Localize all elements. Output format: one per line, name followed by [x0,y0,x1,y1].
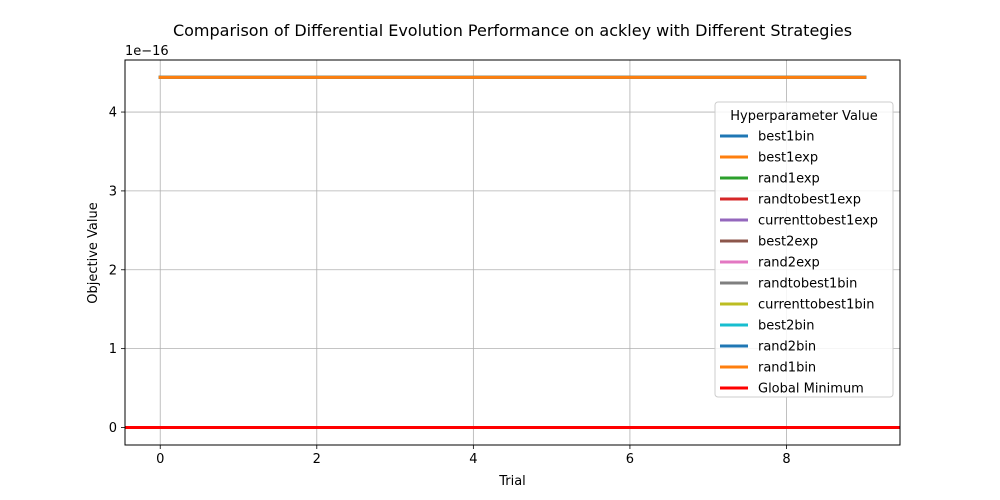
y-tick-label: 0 [109,421,117,436]
legend-label: currenttobest1exp [758,214,878,229]
legend-label: best1exp [758,151,818,166]
y-tick-label: 3 [109,184,117,199]
chart-title: Comparison of Differential Evolution Per… [173,21,852,40]
legend-label: best2bin [758,319,815,334]
legend-box [714,101,894,398]
legend-label: randtobest1exp [758,193,861,208]
x-tick-label: 6 [626,452,634,467]
legend-title: Hyperparameter Value [730,109,878,124]
y-offset-label: 1e−16 [125,44,169,59]
legend-label: currenttobest1bin [758,298,874,313]
x-axis-label: Trial [498,474,526,489]
legend-label: randtobest1bin [758,277,857,292]
legend: Hyperparameter Value best1bin best1exp rand… [714,101,894,398]
legend-label: Global Minimum [758,382,864,397]
legend-label: rand1exp [758,172,820,187]
x-tick-label: 4 [469,452,477,467]
x-tick-label: 8 [782,452,790,467]
x-tick-label: 0 [156,452,164,467]
x-tick-label: 2 [313,452,321,467]
legend-label: rand1bin [758,361,816,376]
legend-label: rand2exp [758,256,820,271]
y-tick-label: 2 [109,263,117,278]
axis-ticks: 0 2 4 6 8 0 1 2 3 4 [109,106,791,467]
legend-label: rand2bin [758,340,816,355]
y-tick-label: 4 [109,106,117,121]
plot-frame [124,59,901,446]
legend-label: best1bin [758,130,815,145]
y-axis-label: Objective Value [86,202,101,303]
legend-label: best2exp [758,235,818,250]
y-tick-label: 1 [109,342,117,357]
